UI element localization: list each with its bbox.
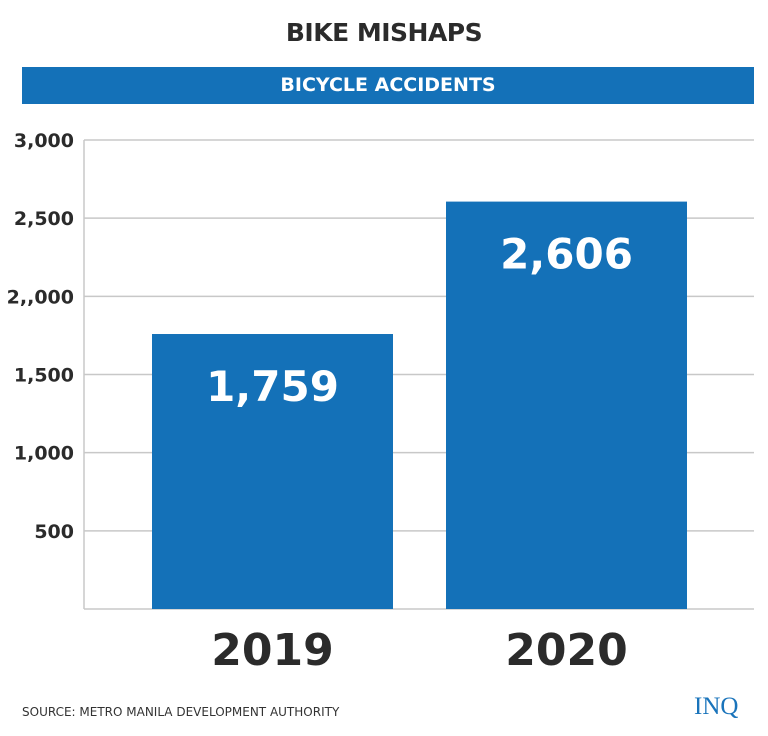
x-tick-label: 2019 — [211, 625, 333, 676]
x-tick-label: 2020 — [505, 625, 627, 676]
y-tick-label: 2,,000 — [7, 286, 74, 308]
y-tick-label: 1,500 — [14, 365, 74, 387]
chart-title: BIKE MISHAPS — [285, 18, 483, 47]
y-tick-label: 500 — [34, 521, 74, 543]
bar-2020 — [446, 201, 687, 609]
source-note: SOURCE: METRO MANILA DEVELOPMENT AUTHORI… — [22, 705, 340, 719]
data-label: 1,759 — [206, 362, 339, 411]
inq-logo: INQ — [694, 693, 739, 720]
bar-2019 — [152, 334, 393, 609]
y-tick-label: 2,500 — [14, 208, 74, 230]
y-tick-label: 3,000 — [14, 130, 74, 152]
y-tick-label: 1,000 — [14, 443, 74, 465]
chart-subtitle-banner: BICYCLE ACCIDENTS — [22, 67, 754, 104]
data-label: 2,606 — [500, 230, 633, 279]
